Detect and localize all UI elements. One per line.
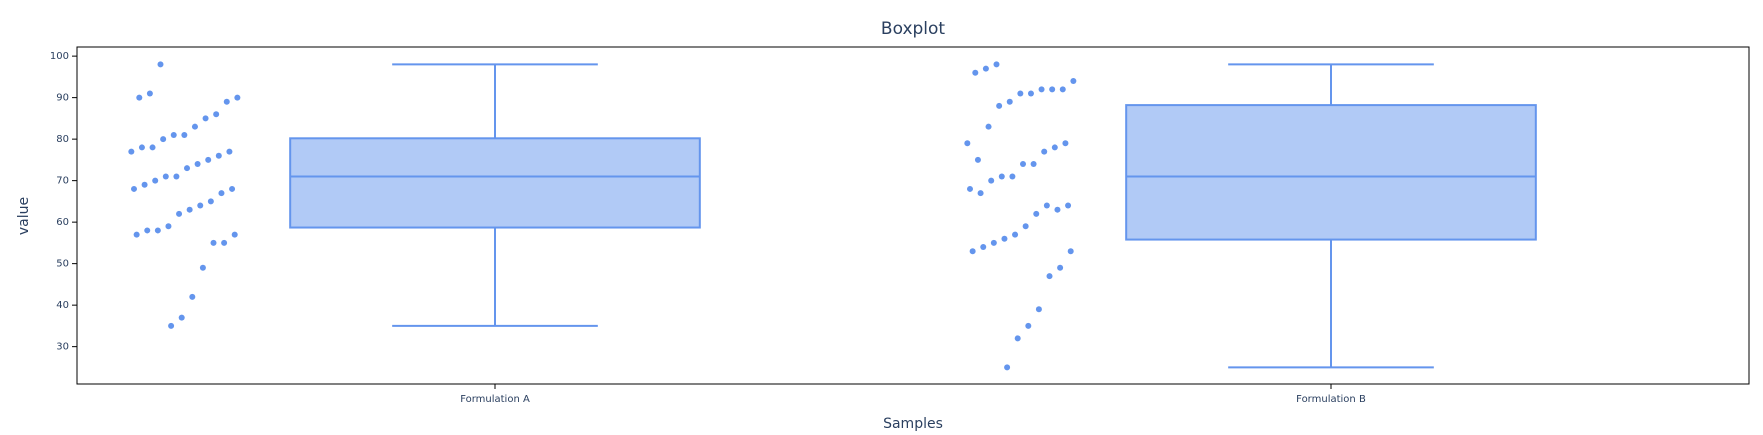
point [162,173,169,180]
point [1065,202,1072,209]
point [1070,78,1077,85]
box [289,137,701,229]
point [1046,273,1053,280]
point [1001,235,1008,242]
point [1017,90,1024,97]
point [1067,248,1074,255]
plot-frame [76,46,1750,385]
point [982,65,989,72]
point [990,239,997,246]
point [146,90,153,97]
y-axis-title: value [16,197,32,235]
point [1025,322,1032,329]
y-tick-label: 30 [56,342,69,353]
point [136,94,143,101]
point [1006,98,1013,105]
point [170,131,177,138]
point [207,198,214,205]
point [138,144,145,151]
point [229,185,236,192]
point [964,140,971,147]
point [1062,140,1069,147]
point [977,190,984,197]
point [210,239,217,246]
point [1057,264,1064,271]
y-tick-label: 50 [56,259,69,270]
point [184,165,191,172]
x-axis-title: Samples [883,416,943,432]
box [1125,104,1537,241]
point [152,177,159,184]
point [218,190,225,197]
point [176,210,183,217]
point [1012,231,1019,238]
point [1009,173,1016,180]
point [1020,161,1027,168]
point [969,248,976,255]
point [1051,144,1058,151]
point [223,98,230,105]
point [181,131,188,138]
point [157,61,164,68]
point [988,177,995,184]
point [1030,161,1037,168]
point [1004,364,1011,371]
point [985,123,992,130]
point [189,293,196,300]
y-tick-label: 100 [50,51,69,62]
y-tick-label: 90 [56,93,69,104]
point [133,231,140,238]
point [199,264,206,271]
point [996,102,1003,109]
point [194,161,201,168]
point [1014,335,1021,342]
point [1033,210,1040,217]
y-tick-label: 70 [56,176,69,187]
point [966,185,973,192]
point [205,156,212,163]
point [1043,202,1050,209]
point [191,123,198,130]
y-tick-label: 60 [56,217,69,228]
point [1041,148,1048,155]
point [141,181,148,188]
point [213,111,220,118]
point [178,314,185,321]
point [1054,206,1061,213]
point [1059,86,1066,93]
point [160,136,167,143]
point [130,185,137,192]
point [144,227,151,234]
chart-title: Boxplot [881,19,946,39]
x-tick-label: Formulation B [1296,394,1366,405]
point [173,173,180,180]
point [234,94,241,101]
point [149,144,156,151]
point [202,115,209,122]
point [186,206,193,213]
point [1049,86,1056,93]
point [998,173,1005,180]
point [215,152,222,159]
point [974,156,981,163]
point [226,148,233,155]
point [1035,306,1042,313]
y-tick-label: 40 [56,300,69,311]
point [980,244,987,251]
point [993,61,1000,68]
point [221,239,228,246]
point [197,202,204,209]
point [128,148,135,155]
point [168,322,175,329]
y-tick-label: 80 [56,134,69,145]
point [231,231,238,238]
point [1038,86,1045,93]
point [1022,223,1029,230]
point [154,227,161,234]
point [1027,90,1034,97]
x-tick-label: Formulation A [460,394,530,405]
point [972,69,979,76]
point [165,223,172,230]
